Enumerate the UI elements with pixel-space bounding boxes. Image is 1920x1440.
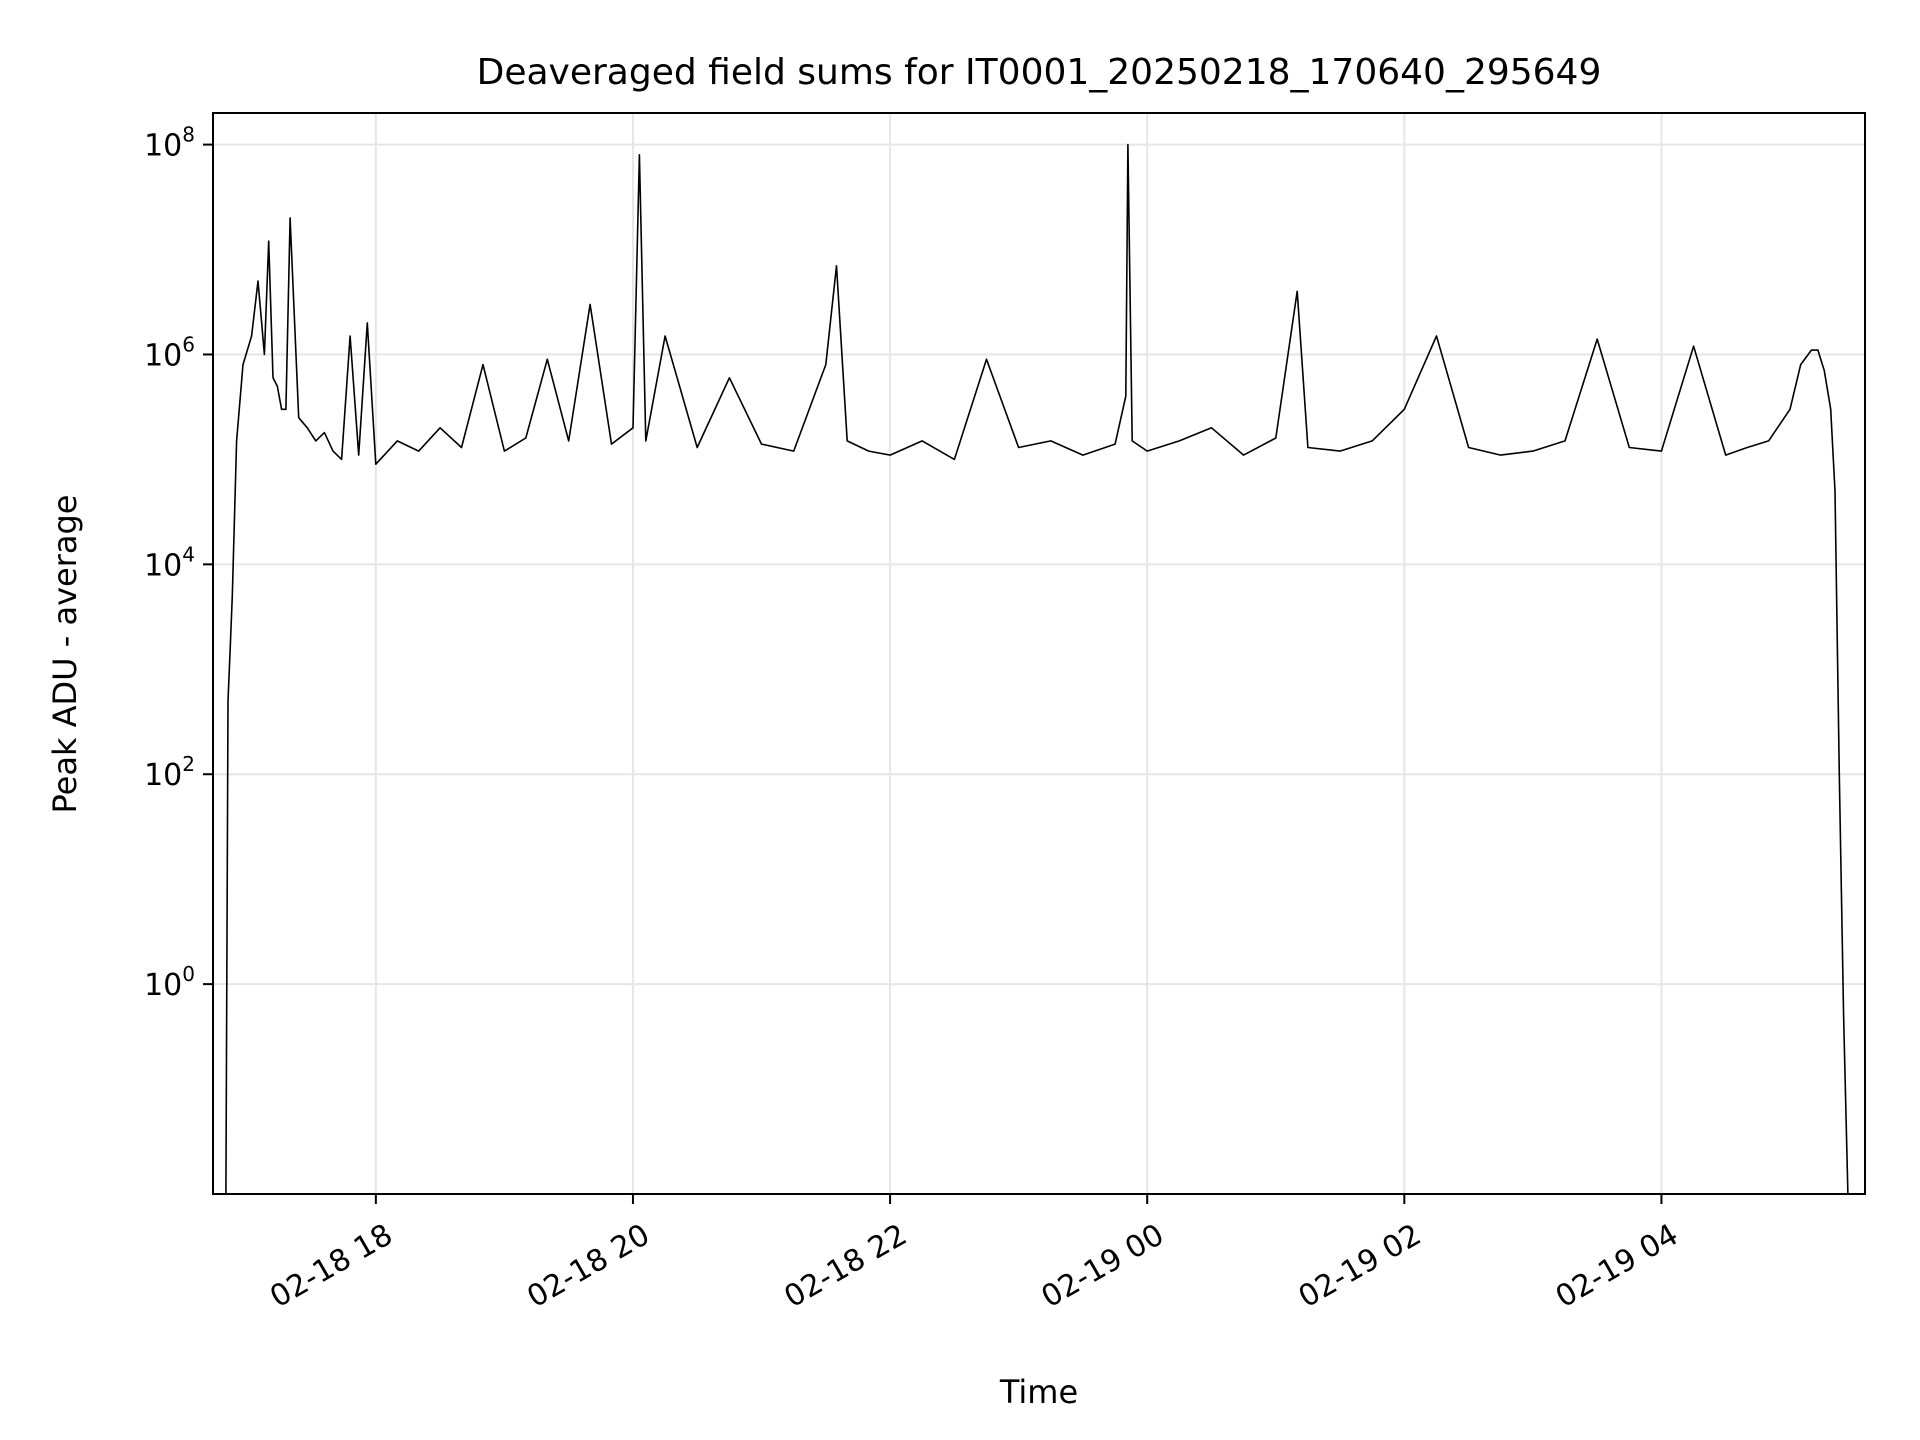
plot-frame [212, 112, 1866, 1195]
x-axis-label: Time [999, 1373, 1078, 1411]
x-tick-label: 02-18 18 [264, 1217, 398, 1315]
series-line [225, 143, 1849, 1195]
y-tick-exponent: 6 [182, 332, 195, 356]
y-tick-exponent: 0 [182, 962, 195, 986]
chart-title: Deaveraged field sums for IT0001_2025021… [477, 52, 1602, 93]
x-tick-label: 02-19 02 [1293, 1217, 1427, 1315]
x-tick-label: 02-19 00 [1036, 1217, 1170, 1315]
y-tick-label: 100 [144, 962, 195, 1003]
y-tick-exponent: 8 [182, 123, 195, 147]
x-tick-label: 02-18 20 [521, 1217, 655, 1315]
y-tick-base: 10 [144, 758, 182, 793]
y-tick-label: 108 [144, 123, 195, 164]
y-tick-base: 10 [144, 968, 182, 1003]
y-tick-label: 106 [144, 332, 195, 373]
y-tick-base: 10 [144, 129, 182, 164]
y-tick-exponent: 4 [182, 542, 195, 566]
x-tick-label: 02-18 22 [779, 1217, 913, 1315]
y-tick-label: 102 [144, 752, 195, 793]
y-tick-base: 10 [144, 338, 182, 373]
y-tick-exponent: 2 [182, 752, 195, 776]
line-layer [225, 143, 1849, 1195]
grid-lines [213, 113, 1865, 1194]
x-tick-label: 02-19 04 [1550, 1217, 1684, 1315]
y-tick-base: 10 [144, 548, 182, 583]
y-axis-label: Peak ADU - average [46, 495, 84, 814]
y-tick-label: 104 [144, 542, 195, 583]
